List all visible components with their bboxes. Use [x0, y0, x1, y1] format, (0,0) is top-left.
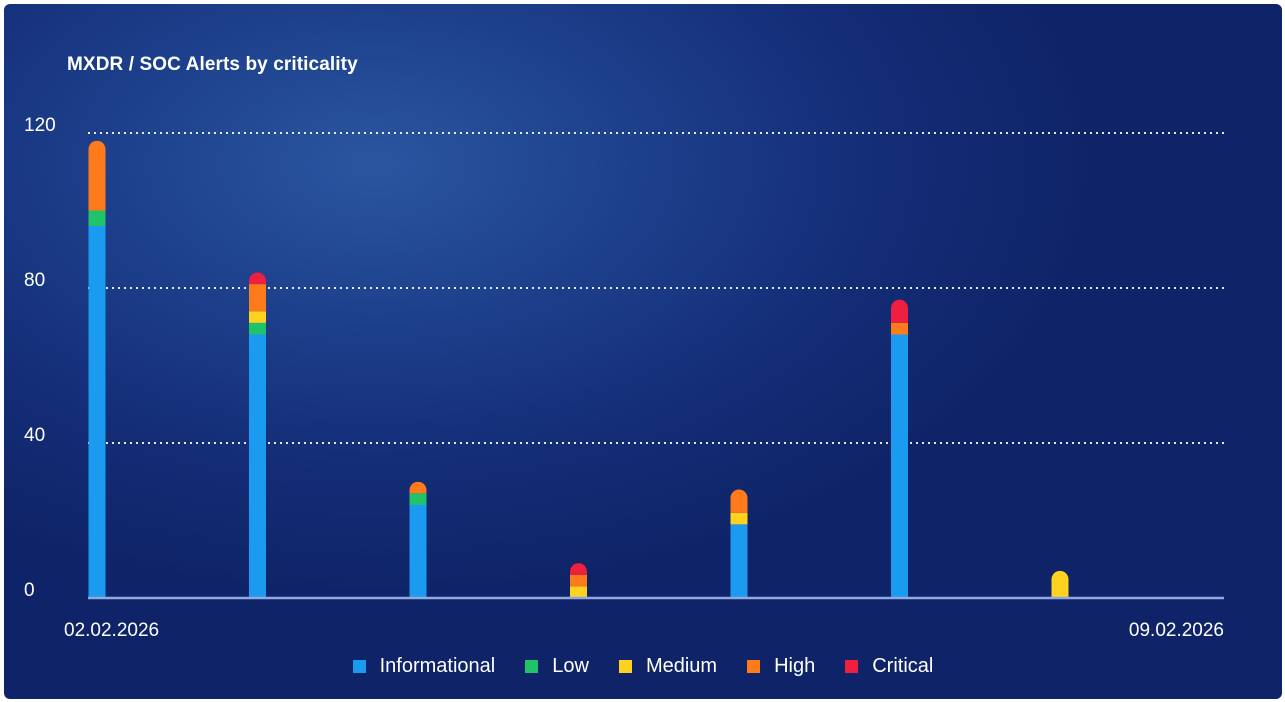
x-tick-label-first: 02.02.2026	[64, 620, 159, 641]
bar-stack-4	[570, 563, 587, 598]
bar-stack-1	[88, 140, 106, 598]
bar-segment-high-4	[570, 574, 587, 587]
chart-legend: Informational Low Medium High Critical	[4, 655, 1282, 678]
bar-stack-6	[891, 299, 908, 598]
bar-segment-medium-4	[570, 586, 587, 598]
bars	[88, 140, 1069, 598]
bar-segment-informational-6	[891, 334, 908, 598]
legend-swatch-informational	[352, 660, 366, 673]
bar-segment-critical-2	[249, 272, 266, 285]
bar-segment-high-2	[249, 284, 266, 312]
bar-segment-medium-2	[249, 311, 266, 323]
y-tick-label-80: 80	[24, 270, 45, 291]
bar-segment-medium-7	[1051, 570, 1069, 598]
chart-card: MXDR / SOC Alerts by criticality 0 40 80 12…	[4, 4, 1282, 699]
legend-item-high[interactable]: High	[747, 655, 815, 678]
bar-segment-low-1	[88, 210, 106, 226]
legend-label-informational: Informational	[379, 655, 496, 677]
bar-segment-informational-3	[409, 505, 427, 598]
legend-item-informational[interactable]: Informational	[352, 655, 496, 678]
legend-swatch-high	[747, 660, 761, 673]
bar-segment-informational-5	[730, 524, 748, 598]
bar-segment-critical-4	[570, 563, 587, 575]
bar-segment-informational-1	[88, 226, 106, 598]
chart-title: MXDR / SOC Alerts by criticality	[67, 54, 358, 75]
x-tick-label-last: 09.02.2026	[1129, 620, 1224, 641]
legend-swatch-medium	[618, 660, 632, 673]
bar-segment-high-3	[409, 481, 427, 494]
bar-stack-3	[409, 481, 427, 598]
bar-segment-high-6	[891, 322, 908, 335]
y-tick-label-0: 0	[24, 580, 35, 601]
y-axis-ticks: 0 40 80 120	[24, 115, 56, 601]
legend-label-low: Low	[552, 655, 589, 677]
bar-segment-critical-6	[891, 299, 908, 323]
legend-label-critical: Critical	[872, 655, 934, 677]
bar-segment-low-2	[249, 322, 266, 335]
bar-segment-high-5	[730, 489, 748, 513]
y-tick-label-40: 40	[24, 425, 45, 446]
legend-item-low[interactable]: Low	[525, 655, 589, 678]
y-tick-label-120: 120	[24, 115, 56, 136]
bar-stack-2	[249, 272, 266, 598]
bar-stack-5	[730, 489, 748, 598]
bar-stack-7	[1051, 570, 1069, 598]
legend-swatch-critical	[845, 660, 859, 673]
legend-item-critical[interactable]: Critical	[845, 655, 933, 678]
bar-segment-low-3	[409, 493, 427, 505]
chart-plot-area: 0 40 80 120 02.02.2026 09.02.2026	[24, 115, 1224, 641]
legend-swatch-low	[525, 660, 539, 673]
bar-segment-high-1	[88, 140, 106, 211]
bar-segment-informational-2	[249, 334, 266, 598]
legend-item-medium[interactable]: Medium	[618, 655, 718, 678]
legend-label-high: High	[774, 655, 816, 677]
bar-segment-medium-5	[730, 512, 748, 525]
legend-label-medium: Medium	[645, 655, 718, 677]
